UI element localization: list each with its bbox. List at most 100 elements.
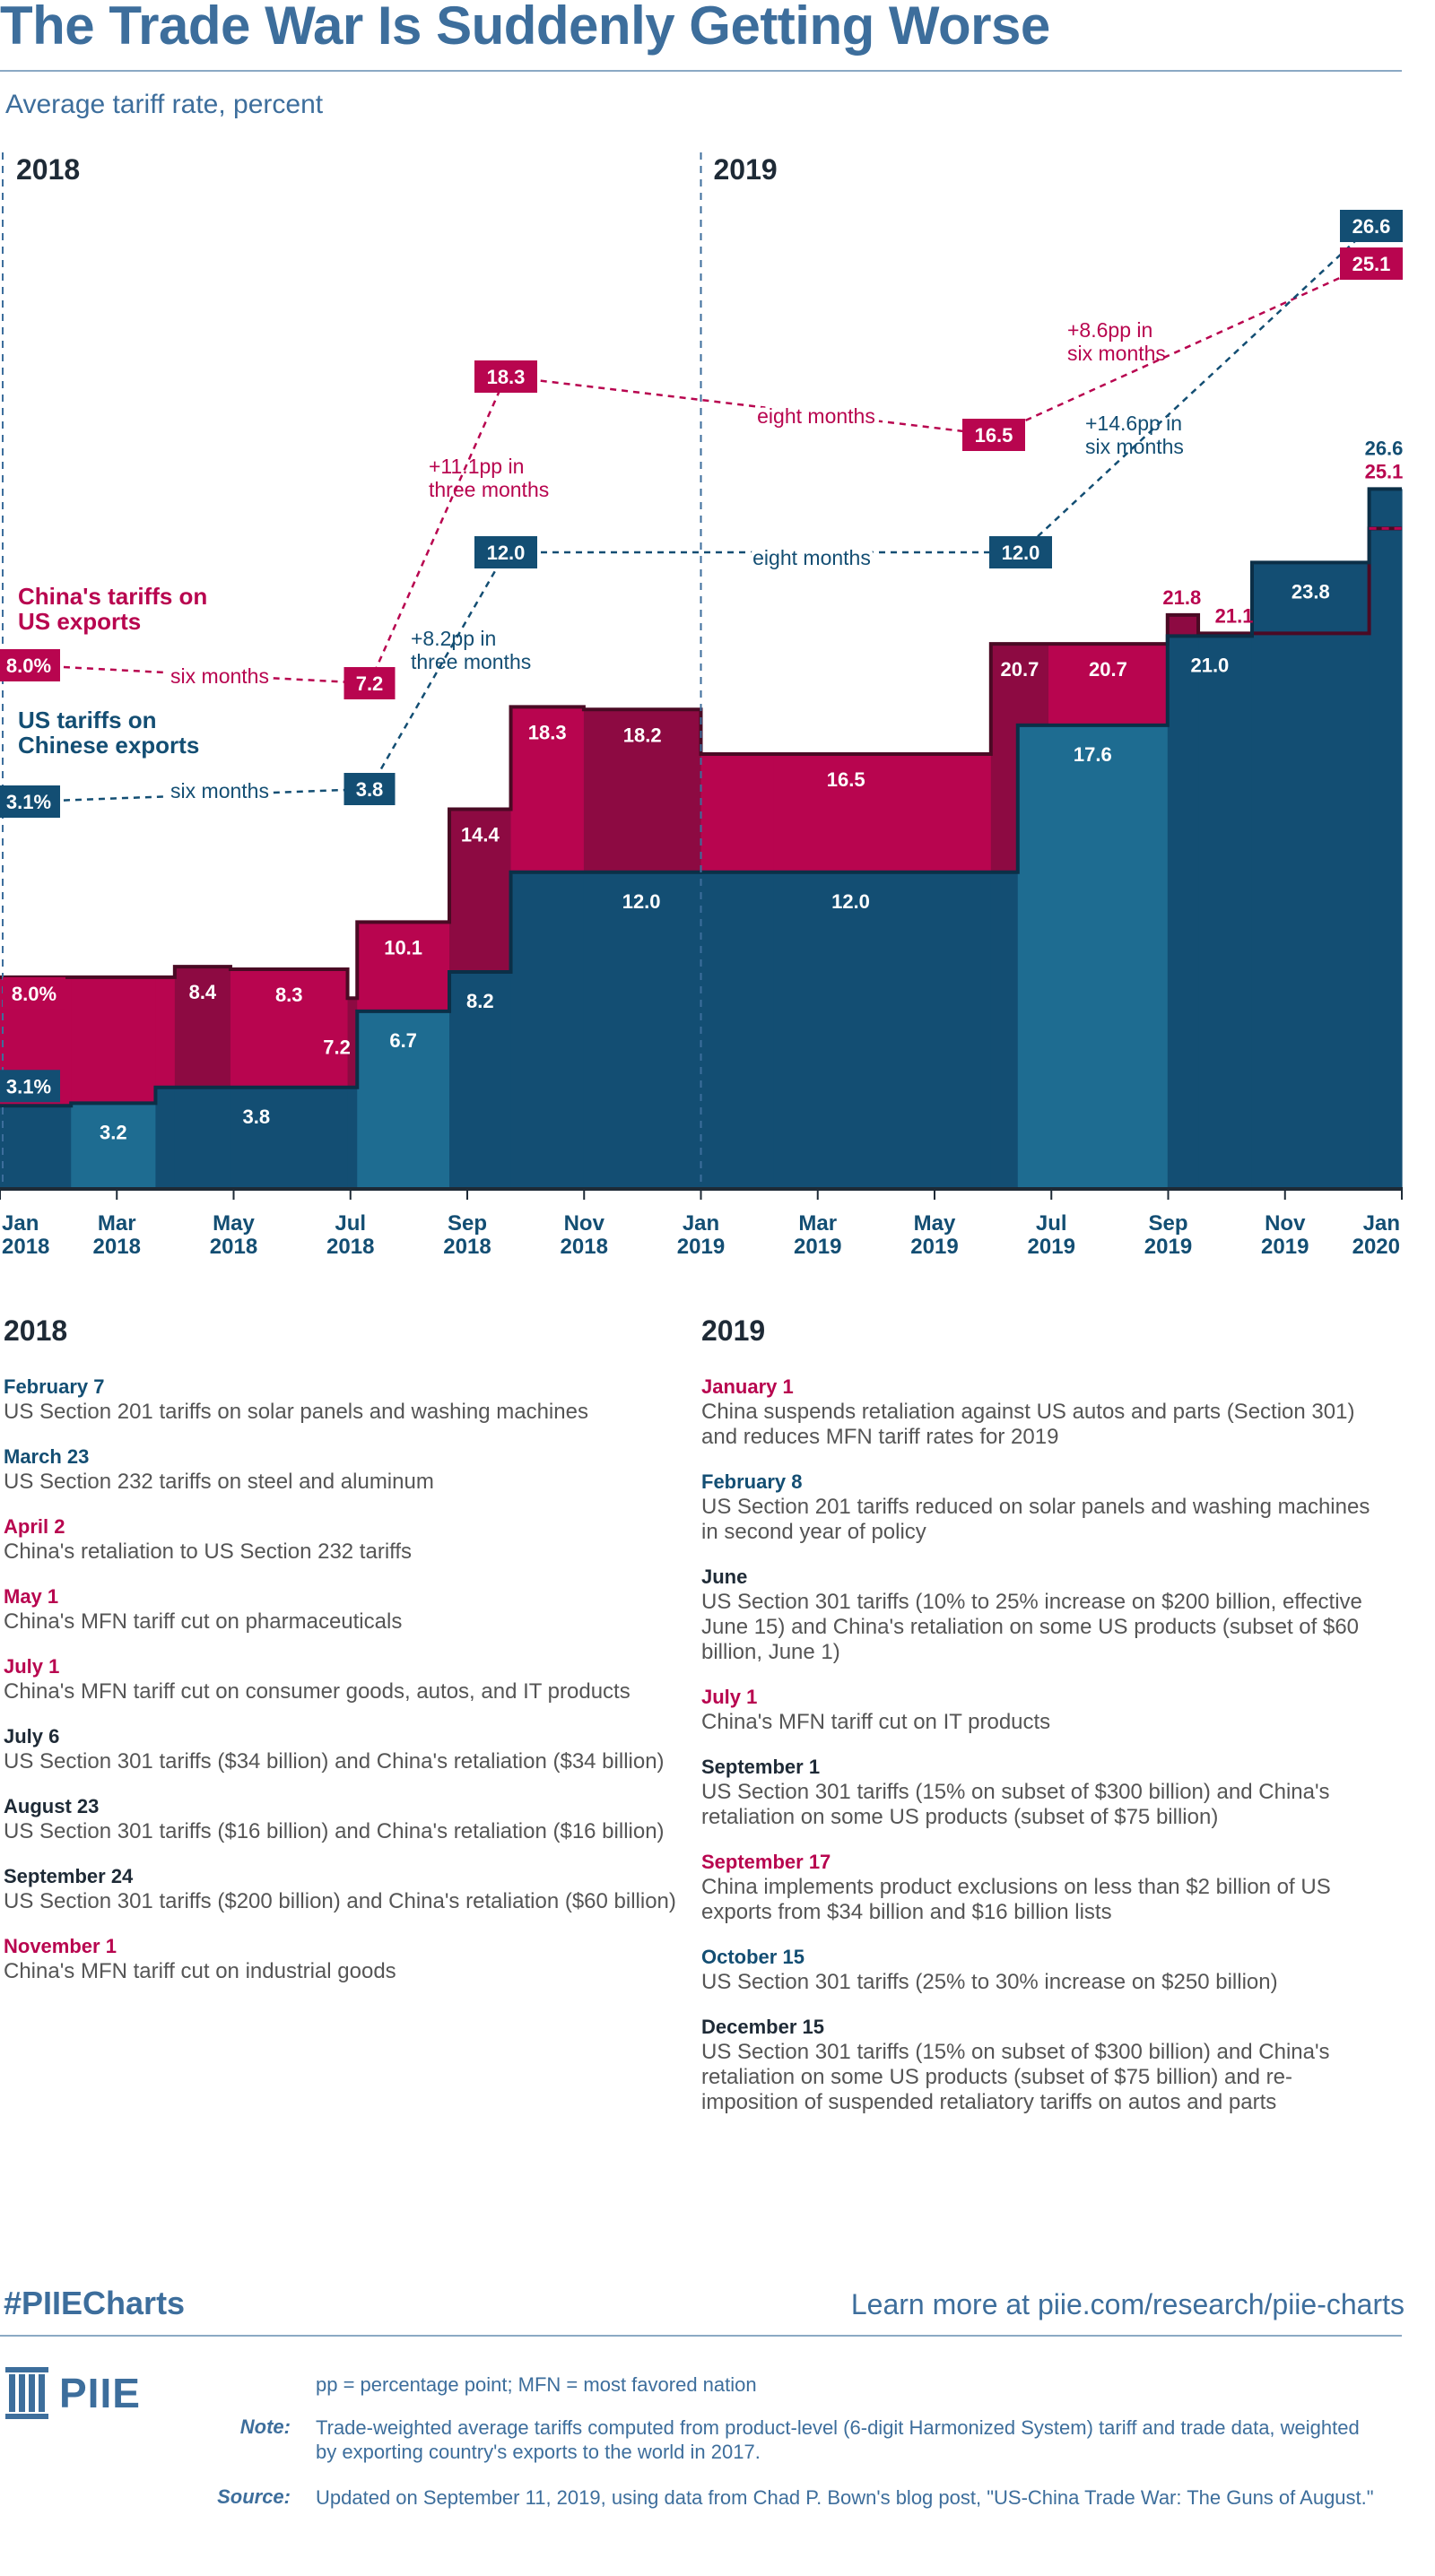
x-tick-month: Jul <box>1036 1211 1067 1236</box>
us-gap-label: eight months <box>752 546 871 569</box>
us-gap-label: six months <box>170 779 269 802</box>
x-tick-month: May <box>914 1211 956 1236</box>
china-gap-label: six months <box>1067 342 1166 365</box>
event-date: November 1 <box>4 1935 117 1957</box>
china-point-label: 25.1 <box>1352 253 1391 275</box>
china-step <box>155 976 176 1088</box>
event-date: December 15 <box>701 2016 824 2038</box>
x-tick-month: Jan <box>683 1211 719 1236</box>
us-point-label: 12.0 <box>487 542 526 564</box>
us-series-name: US tariffs on <box>18 707 157 733</box>
event-date: July 1 <box>4 1655 60 1678</box>
x-tick-month: Mar <box>798 1211 837 1236</box>
tariff-chart: Jan2018Mar2018May2018Jul2018Sep2018Nov20… <box>0 152 1404 1259</box>
china-gap-label: eight months <box>757 404 875 428</box>
event-description: US Section 201 tariffs on solar panels a… <box>4 1400 588 1424</box>
china-value-label: 21.1 <box>1215 604 1254 627</box>
series-outline <box>0 487 1402 1108</box>
us-gap-label: three months <box>411 650 531 673</box>
china-end-label: 25.1 <box>1365 460 1404 482</box>
event-item: May 1 China's MFN tariff cut on pharmaceu… <box>4 1584 685 1635</box>
china-step <box>174 967 231 1088</box>
us-step <box>1251 562 1370 1187</box>
event-date: October 15 <box>701 1946 804 1968</box>
event-item: August 23 US Section 301 tariffs ($16 bil… <box>4 1794 685 1844</box>
title-divider <box>0 70 1402 72</box>
event-date: February 8 <box>701 1470 803 1493</box>
china-value-label: 18.3 <box>528 721 567 743</box>
event-item: July 1 China's MFN tariff cut on consumer… <box>4 1654 685 1704</box>
learn-more-link[interactable]: Learn more at piie.com/research/piie-cha… <box>850 2288 1405 2320</box>
china-trend-line <box>368 376 508 684</box>
logo-text: PIIE <box>59 2370 141 2416</box>
series-outline <box>0 526 1402 1001</box>
x-tick-year: 2018 <box>210 1235 257 1259</box>
x-tick-month: Jan <box>2 1211 39 1236</box>
event-date: May 1 <box>4 1585 59 1608</box>
event-item: December 15 US Section 301 tariffs (15% o… <box>701 2015 1383 2115</box>
event-description: US Section 301 tariffs (10% to 25% incre… <box>701 1590 1362 1664</box>
events-2019: 2019 January 1 China suspends retaliation… <box>701 1314 1383 2135</box>
china-value-label: 18.2 <box>623 724 662 746</box>
hashtag: #PIIECharts <box>4 2285 186 2321</box>
us-gap-label: +14.6pp in <box>1085 412 1182 435</box>
event-description: US Section 232 tariffs on steel and alum… <box>4 1470 434 1494</box>
x-tick-month: Jul <box>335 1211 366 1236</box>
china-gap-label: six months <box>170 664 269 688</box>
china-point-label: 7.2 <box>356 672 384 695</box>
events-2019-heading: 2019 <box>701 1314 766 1347</box>
us-point-label: 12.0 <box>1002 542 1040 564</box>
us-point-box <box>474 536 537 568</box>
x-tick-month: Mar <box>98 1211 136 1236</box>
us-step <box>155 1087 176 1187</box>
china-series-name: China's tariffs on <box>18 583 207 610</box>
footer-divider <box>0 2335 1402 2337</box>
abbreviations: pp = percentage point; MFN = most favore… <box>0 2372 1383 2397</box>
abbreviations-text: pp = percentage point; MFN = most favore… <box>316 2373 757 2396</box>
us-step <box>1369 489 1403 1187</box>
china-value-label: 16.5 <box>827 768 865 791</box>
event-item: October 15 US Section 301 tariffs (25% to… <box>701 1945 1383 1995</box>
event-description: US Section 301 tariffs (15% on subset of… <box>701 1780 1330 1829</box>
us-point-label: 3.8 <box>356 778 384 801</box>
us-value-label: 3.2 <box>100 1121 127 1143</box>
events-2019-list: January 1 China suspends retaliation agai… <box>701 1375 1383 2115</box>
china-step <box>449 809 512 972</box>
event-description: US Section 301 tariffs ($200 billion) an… <box>4 1889 676 1913</box>
x-tick-month: Jan <box>1363 1211 1400 1236</box>
china-point-label: 18.3 <box>487 366 526 388</box>
x-tick-year: 2019 <box>1028 1235 1075 1259</box>
us-end-label: 26.6 <box>1365 437 1404 459</box>
us-trend-line <box>368 551 508 790</box>
event-description: US Section 301 tariffs (25% to 30% incre… <box>701 1970 1278 1994</box>
event-description: US Section 201 tariffs reduced on solar … <box>701 1495 1370 1544</box>
x-tick-year: 2018 <box>443 1235 491 1259</box>
us-step <box>230 1087 349 1187</box>
china-value-label: 21.8 <box>1162 586 1201 609</box>
us-value-label: 6.7 <box>389 1029 417 1052</box>
event-date: March 23 <box>4 1445 90 1468</box>
us-step <box>990 872 1019 1187</box>
us-point-box <box>344 773 396 805</box>
event-description: US Section 301 tariffs ($34 billion) and… <box>4 1749 665 1774</box>
china-value-label: 7.2 <box>323 1036 351 1058</box>
us-value-label: 12.0 <box>622 890 661 913</box>
china-point-box <box>344 667 396 699</box>
event-date: February 7 <box>4 1375 105 1398</box>
event-item: July 6 US Section 301 tariffs ($34 billio… <box>4 1724 685 1774</box>
us-step <box>1048 724 1169 1187</box>
event-description: US Section 301 tariffs (15% on subset of… <box>701 2040 1330 2114</box>
event-date: January 1 <box>701 1375 794 1398</box>
event-date: July 1 <box>701 1686 758 1708</box>
event-description: China implements product exclusions on l… <box>701 1875 1331 1924</box>
source: Source: Updated on September 11, 2019, u… <box>0 2485 1383 2510</box>
x-tick-year: 2020 <box>1352 1235 1400 1259</box>
us-step <box>357 1010 450 1187</box>
us-value-box <box>0 1070 60 1103</box>
china-step <box>71 976 157 1104</box>
china-trend-line <box>28 664 370 685</box>
us-step <box>1167 636 1199 1187</box>
us-value-label: 8.2 <box>466 990 494 1012</box>
events-2018-list: February 7 US Section 201 tariffs on sola… <box>4 1375 685 1984</box>
china-value-label: 8.4 <box>189 981 217 1003</box>
